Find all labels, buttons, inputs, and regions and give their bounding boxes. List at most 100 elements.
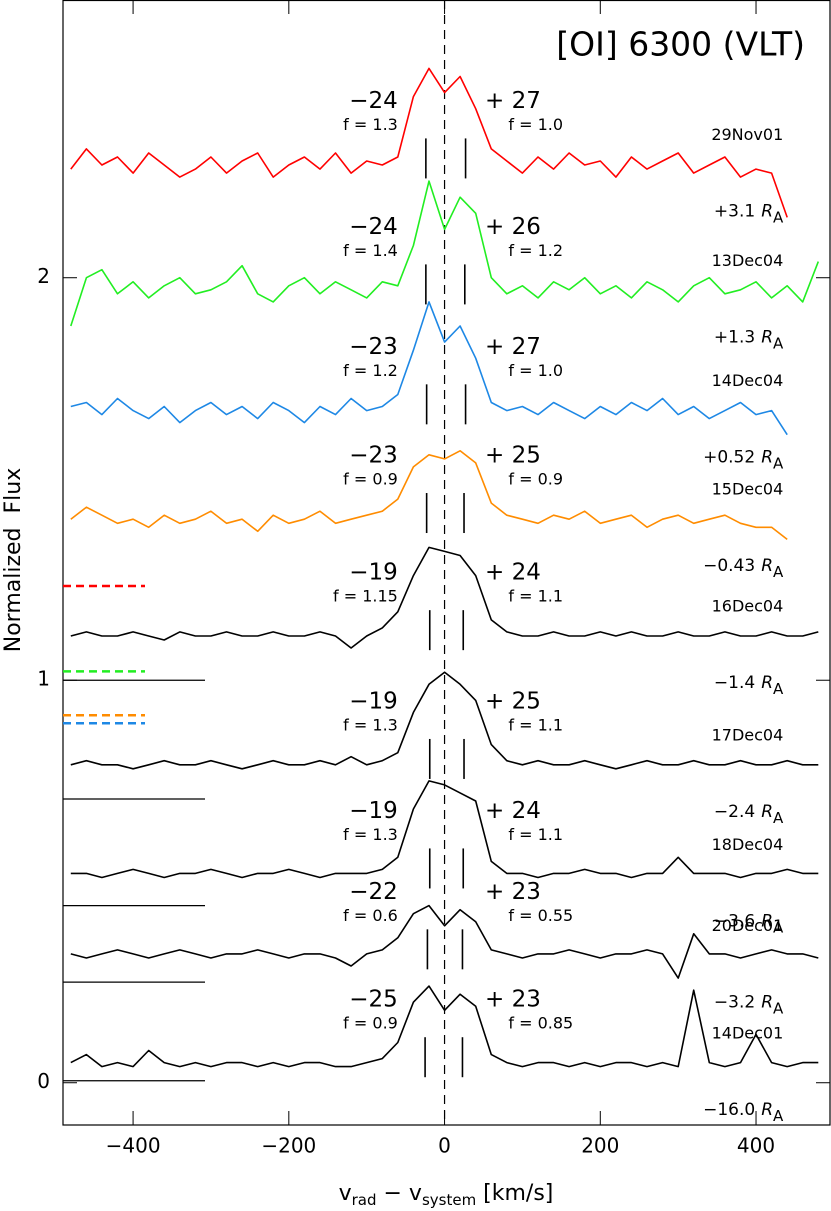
f-label: f = 1.1 (508, 587, 563, 606)
radius-symbol: R (761, 556, 773, 576)
f-label: f = 1.0 (508, 361, 563, 380)
radius-symbol: R (761, 992, 773, 1012)
f-label: f = 1.4 (343, 241, 398, 260)
f-label: f = 1.2 (508, 241, 563, 260)
f-label: f = 0.9 (343, 1014, 398, 1033)
y-axis-label: Normalized Flux (1, 468, 26, 652)
spectrum-line (70, 671, 819, 770)
velocity-label: −19 (349, 688, 398, 714)
x-tick-label: 400 (737, 1134, 775, 1158)
velocity-label: −19 (349, 798, 398, 824)
position-label: −3.2 RA (714, 992, 784, 1017)
radius-symbol: R (761, 673, 773, 693)
f-label: f = 0.55 (508, 906, 573, 925)
velocity-label: + 23 (485, 987, 541, 1013)
x-tick-label: 200 (581, 1134, 619, 1158)
velocity-label: −25 (349, 987, 398, 1013)
f-label: f = 1.2 (343, 361, 398, 380)
f-label: f = 1.0 (508, 115, 563, 134)
f-label: f = 1.3 (343, 825, 398, 844)
spectrum-line (70, 546, 819, 649)
velocity-label: −23 (349, 443, 398, 469)
position-label: +1.3 RA (714, 327, 784, 352)
x-label-sub: rad (352, 1191, 377, 1209)
y-tick-label: 0 (37, 1069, 50, 1093)
radius-index: A (773, 808, 784, 826)
y-tick-label: 1 (37, 667, 50, 691)
legend-label: 14Dec01 (712, 1024, 784, 1043)
velocity-label: + 27 (485, 88, 541, 114)
spectrum-line (70, 67, 788, 218)
position-value: −2.4 (714, 802, 755, 822)
position-label: −16.0 RA (703, 1100, 784, 1125)
radius-index: A (773, 680, 784, 698)
f-label: f = 0.6 (343, 906, 398, 925)
position-label: +0.52 RA (703, 447, 784, 472)
velocity-label: −19 (349, 560, 398, 586)
radius-symbol: R (761, 447, 773, 467)
spectrum-line (70, 985, 819, 1068)
f-label: f = 1.1 (508, 715, 563, 734)
radius-index: A (773, 918, 784, 936)
f-label: f = 1.15 (333, 587, 398, 606)
y-tick-label: 2 (37, 264, 50, 288)
velocity-label: −24 (349, 88, 398, 114)
radius-index: A (773, 999, 784, 1017)
position-value: −1.4 (714, 673, 755, 693)
x-tick-label: −200 (261, 1134, 316, 1158)
position-value: −16.0 (703, 1100, 755, 1120)
legend-label: 17Dec04 (712, 725, 784, 744)
legend-label: 18Dec04 (712, 835, 784, 854)
legend-label: 20Dec01 (712, 916, 784, 935)
position-label: −0.43 RA (703, 556, 784, 581)
position-label: −1.4 RA (714, 673, 784, 698)
legend-label: 13Dec04 (712, 251, 784, 270)
position-value: +1.3 (714, 327, 755, 347)
legend-label: 29Nov01 (711, 125, 783, 144)
radius-symbol: R (761, 201, 773, 221)
position-value: −0.43 (703, 556, 755, 576)
chart-title: [OI] 6300 (VLT) (556, 25, 805, 64)
position-label: −3.6 RA (714, 911, 784, 936)
legend-label: 14Dec04 (712, 371, 784, 390)
position-value: +3.1 (714, 201, 755, 221)
radius-index: A (773, 1107, 784, 1125)
f-label: f = 0.85 (508, 1014, 573, 1033)
f-label: f = 1.3 (343, 115, 398, 134)
velocity-label: + 27 (485, 334, 541, 360)
x-tick-label: −400 (106, 1134, 161, 1158)
radius-index: A (773, 454, 784, 472)
spectrum-line (70, 301, 788, 436)
f-label: f = 1.3 (343, 715, 398, 734)
spectrum-line (70, 904, 819, 979)
legend-label: 15Dec04 (712, 480, 784, 499)
position-label: +3.1 RA (714, 201, 784, 226)
x-axis-label: vrad − vsystem [km/s] (339, 1181, 554, 1209)
velocity-label: + 24 (485, 798, 541, 824)
velocity-label: −24 (349, 214, 398, 240)
x-label-sub: system (422, 1191, 476, 1209)
radius-symbol: R (761, 327, 773, 347)
legend-label: 16Dec04 (712, 597, 784, 616)
f-label: f = 1.1 (508, 825, 563, 844)
spectrum-line (70, 450, 788, 541)
spectrum-line (70, 180, 820, 327)
f-label: f = 0.9 (343, 470, 398, 489)
position-value: +0.52 (703, 447, 755, 467)
f-label: f = 0.9 (508, 470, 563, 489)
radius-index: A (773, 334, 784, 352)
velocity-label: −23 (349, 334, 398, 360)
plot-frame (62, 0, 831, 1126)
x-tick-label: 0 (438, 1134, 451, 1158)
radius-symbol: R (761, 802, 773, 822)
velocity-label: + 25 (485, 443, 541, 469)
spectrum-line (70, 780, 819, 879)
radius-symbol: R (761, 1100, 773, 1120)
position-value: −3.2 (714, 992, 755, 1012)
position-value: −3.6 (714, 911, 755, 931)
radius-index: A (773, 563, 784, 581)
radius-symbol: R (761, 911, 773, 931)
x-label-part: v (339, 1181, 352, 1206)
x-label-part: [km/s] (476, 1181, 553, 1206)
